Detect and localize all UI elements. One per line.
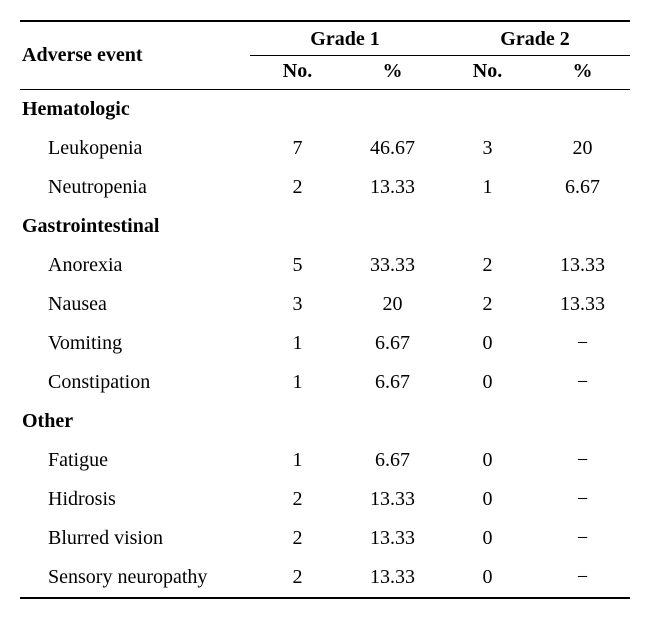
section-title: Other [20, 402, 630, 441]
cell-g2-pct: − [535, 519, 630, 558]
cell-g2-no: 0 [440, 558, 535, 598]
cell-g1-no: 1 [250, 324, 345, 363]
cell-g2-pct: − [535, 558, 630, 598]
cell-g2-pct: − [535, 324, 630, 363]
table-row: Hidrosis213.330− [20, 480, 630, 519]
col-subheader-g2-no: No. [440, 56, 535, 90]
row-label: Constipation [20, 363, 250, 402]
section-title: Gastrointestinal [20, 207, 630, 246]
cell-g1-pct: 20 [345, 285, 440, 324]
cell-g1-no: 2 [250, 558, 345, 598]
table-row: Vomiting16.670− [20, 324, 630, 363]
row-label: Nausea [20, 285, 250, 324]
col-subheader-g2-pct: % [535, 56, 630, 90]
cell-g2-pct: 13.33 [535, 285, 630, 324]
row-label: Vomiting [20, 324, 250, 363]
cell-g2-no: 0 [440, 324, 535, 363]
cell-g2-no: 0 [440, 441, 535, 480]
cell-g2-no: 1 [440, 168, 535, 207]
cell-g1-no: 1 [250, 363, 345, 402]
table-row: Fatigue16.670− [20, 441, 630, 480]
cell-g2-pct: − [535, 480, 630, 519]
cell-g2-no: 3 [440, 129, 535, 168]
row-label: Hidrosis [20, 480, 250, 519]
section-title: Hematologic [20, 90, 630, 130]
cell-g1-no: 2 [250, 480, 345, 519]
cell-g1-pct: 33.33 [345, 246, 440, 285]
section-row: Gastrointestinal [20, 207, 630, 246]
row-label: Sensory neuropathy [20, 558, 250, 598]
table-row: Blurred vision213.330− [20, 519, 630, 558]
cell-g1-no: 1 [250, 441, 345, 480]
cell-g1-pct: 6.67 [345, 363, 440, 402]
cell-g2-no: 0 [440, 363, 535, 402]
row-label: Leukopenia [20, 129, 250, 168]
cell-g1-no: 3 [250, 285, 345, 324]
cell-g1-no: 2 [250, 168, 345, 207]
cell-g2-pct: 20 [535, 129, 630, 168]
table-row: Nausea320213.33 [20, 285, 630, 324]
section-row: Other [20, 402, 630, 441]
cell-g1-no: 5 [250, 246, 345, 285]
cell-g1-pct: 46.67 [345, 129, 440, 168]
table-row: Anorexia533.33213.33 [20, 246, 630, 285]
cell-g1-pct: 6.67 [345, 441, 440, 480]
table-body: HematologicLeukopenia746.67320Neutropeni… [20, 90, 630, 599]
col-header-grade1: Grade 1 [250, 21, 440, 56]
table-row: Constipation16.670− [20, 363, 630, 402]
cell-g2-pct: 13.33 [535, 246, 630, 285]
cell-g1-pct: 6.67 [345, 324, 440, 363]
cell-g2-pct: 6.67 [535, 168, 630, 207]
cell-g2-no: 2 [440, 246, 535, 285]
row-label: Blurred vision [20, 519, 250, 558]
cell-g1-pct: 13.33 [345, 480, 440, 519]
cell-g2-no: 0 [440, 480, 535, 519]
adverse-events-table: Adverse event Grade 1 Grade 2 No. % No. … [20, 20, 630, 599]
table-header: Adverse event Grade 1 Grade 2 No. % No. … [20, 21, 630, 90]
col-header-adverse-event: Adverse event [20, 21, 250, 90]
cell-g2-pct: − [535, 441, 630, 480]
table-row: Leukopenia746.67320 [20, 129, 630, 168]
section-row: Hematologic [20, 90, 630, 130]
cell-g1-pct: 13.33 [345, 558, 440, 598]
row-label: Fatigue [20, 441, 250, 480]
cell-g2-pct: − [535, 363, 630, 402]
cell-g1-no: 7 [250, 129, 345, 168]
col-subheader-g1-pct: % [345, 56, 440, 90]
cell-g1-pct: 13.33 [345, 168, 440, 207]
cell-g1-pct: 13.33 [345, 519, 440, 558]
table-row: Neutropenia213.3316.67 [20, 168, 630, 207]
cell-g1-no: 2 [250, 519, 345, 558]
col-subheader-g1-no: No. [250, 56, 345, 90]
cell-g2-no: 2 [440, 285, 535, 324]
row-label: Neutropenia [20, 168, 250, 207]
table-row: Sensory neuropathy213.330− [20, 558, 630, 598]
col-header-grade2: Grade 2 [440, 21, 630, 56]
cell-g2-no: 0 [440, 519, 535, 558]
row-label: Anorexia [20, 246, 250, 285]
